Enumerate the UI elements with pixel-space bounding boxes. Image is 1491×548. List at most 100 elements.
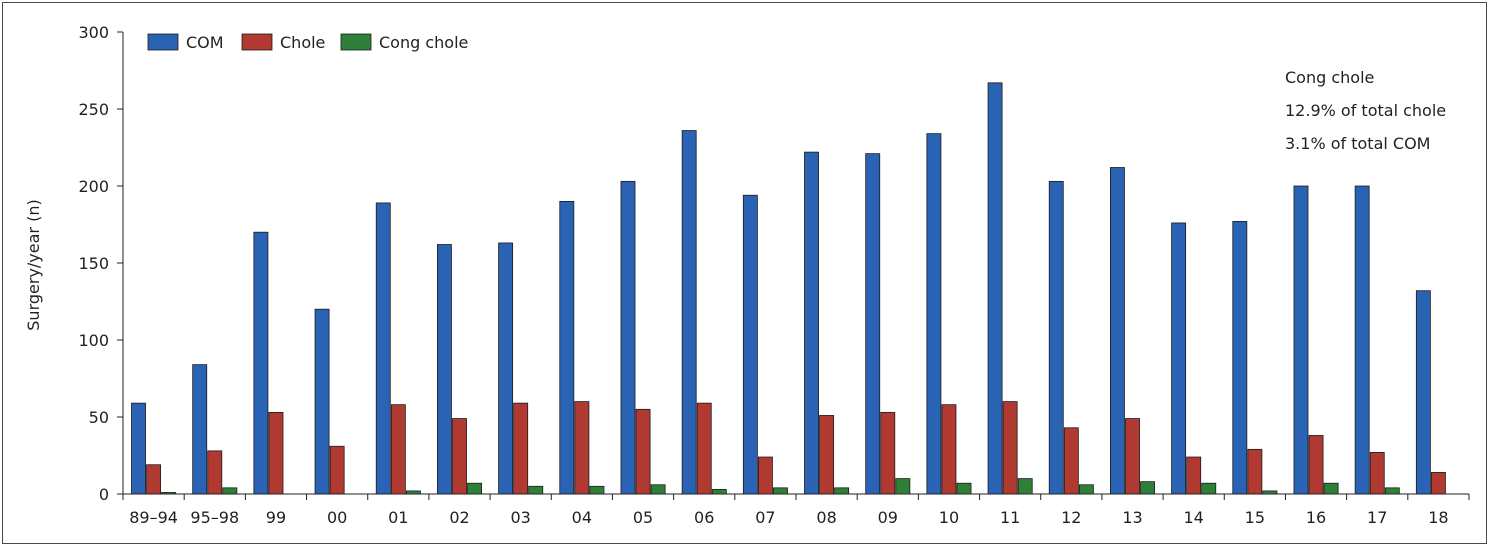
- bar-chole: [390, 404, 406, 495]
- bar-chart: 0 50 100 150 200 250 300 89–94 95–98 99 00 01 02 0 3 0…: [24, 23, 1470, 527]
- x-axis: 89–94 95–98 99 00 01 02 03 04 05 06 07 08 09 10 11 12 13…: [122, 493, 1470, 527]
- x-tick-label: 12: [1061, 508, 1081, 527]
- y-axis-label: Surgery/year (n): [24, 199, 43, 330]
- bar-chole: [146, 464, 162, 495]
- bar-com: [742, 194, 758, 495]
- annotation: Cong chole 12.9% of total chole 3.1% of to…: [1285, 68, 1446, 153]
- legend-swatch: [241, 33, 273, 51]
- bar-com: [926, 133, 942, 495]
- bar-cong-chole: [1262, 490, 1278, 495]
- y-tick-label: 250: [78, 100, 109, 119]
- legend-swatch: [147, 33, 179, 51]
- bar-cong-chole: [1078, 484, 1094, 495]
- bar-chole: [1063, 427, 1079, 495]
- x-tick-label: 04: [572, 508, 592, 527]
- bar-com: [1110, 167, 1125, 495]
- bar-chole: [1002, 401, 1018, 495]
- y-tick-label: 200: [78, 177, 109, 196]
- bar-cong-chole: [895, 478, 911, 495]
- x-tick-label: 99: [266, 508, 286, 527]
- bar-chole: [880, 411, 896, 495]
- bar-chole: [329, 445, 345, 495]
- y-tick-label: 0: [99, 485, 109, 504]
- bar-chole: [1369, 452, 1385, 495]
- bar-chole: [757, 456, 773, 495]
- bar-cong-chole: [405, 490, 421, 495]
- x-tick-label: 06: [694, 508, 714, 527]
- y-tick-label: 100: [78, 331, 109, 350]
- x-tick-label: 15: [1245, 508, 1265, 527]
- bar-chole: [452, 418, 467, 495]
- bar-cong-chole: [161, 492, 177, 495]
- bar-chole: [941, 404, 957, 495]
- bar-com: [681, 130, 697, 495]
- bar-com: [437, 244, 452, 495]
- x-tick-label: 00: [327, 508, 347, 527]
- bar-com: [375, 202, 391, 495]
- x-tick-label: 02: [449, 508, 469, 527]
- bar-chole: [268, 411, 284, 495]
- bar-com: [987, 82, 1003, 495]
- annotation-line: 3.1% of total COM: [1285, 134, 1430, 153]
- bar-chole: [1247, 448, 1263, 495]
- legend: COM Chole Cong chole: [147, 33, 468, 52]
- bar-chole: [513, 402, 529, 495]
- bar-cong-chole: [1201, 482, 1217, 495]
- bar-chole: [574, 401, 590, 495]
- bar-com: [1293, 185, 1309, 495]
- bar-chole: [207, 450, 223, 495]
- bar-com: [620, 180, 636, 495]
- bar-cong-chole: [528, 485, 544, 495]
- x-tick-label: 01: [388, 508, 408, 527]
- x-tick-label: 18: [1428, 508, 1448, 527]
- bar-com: [1354, 185, 1370, 495]
- bar-cong-chole: [1323, 482, 1339, 495]
- bar-cong-chole: [711, 488, 727, 495]
- bar-chole: [1430, 472, 1446, 495]
- bar-chole: [1186, 456, 1202, 495]
- bar-com: [559, 200, 575, 495]
- x-tick-label: 13: [1122, 508, 1142, 527]
- legend-label: COM: [186, 33, 224, 52]
- x-tick-label: 89–94: [129, 508, 178, 527]
- bar-com: [1171, 222, 1187, 495]
- y-tick-label: 150: [78, 254, 109, 273]
- bar-chole: [696, 402, 712, 495]
- bar-com: [804, 151, 819, 495]
- annotation-line: 12.9% of total chole: [1285, 101, 1446, 120]
- x-tick-label: 17: [1367, 508, 1387, 527]
- bar-chole: [1308, 435, 1324, 495]
- legend-label: Chole: [280, 33, 325, 52]
- x-tick-label: 05: [633, 508, 653, 527]
- bar-com: [1415, 290, 1431, 495]
- x-tick-label: 14: [1184, 508, 1204, 527]
- bar-cong-chole: [222, 487, 238, 495]
- bar-cong-chole: [1017, 478, 1033, 495]
- bar-chole: [1125, 418, 1140, 495]
- legend-label: Cong chole: [379, 33, 468, 52]
- x-tick-label: 16: [1306, 508, 1326, 527]
- bar-cong-chole: [589, 485, 605, 495]
- bar-cong-chole: [834, 487, 850, 495]
- bar-cong-chole: [1384, 487, 1400, 495]
- x-tick-label: 95–98: [190, 508, 239, 527]
- y-tick-label: 50: [89, 408, 109, 427]
- bar-com: [865, 153, 881, 495]
- x-tick-label: 07: [755, 508, 775, 527]
- y-tick-label: 300: [78, 23, 109, 42]
- bar-com: [1232, 221, 1248, 495]
- bar-cong-chole: [773, 487, 788, 495]
- bar-cong-chole: [467, 482, 482, 495]
- bar-com: [498, 242, 514, 495]
- bar-com: [1048, 180, 1064, 495]
- bar-chole: [635, 408, 651, 495]
- bar-cong-chole: [956, 482, 972, 495]
- bars: [131, 82, 1446, 495]
- bar-cong-chole: [650, 484, 666, 495]
- y-axis: 0 50 100 150 200 250 300: [78, 23, 124, 504]
- x-tick-label: 09: [878, 508, 898, 527]
- x-tick-label: 08: [816, 508, 836, 527]
- bar-chole: [819, 415, 835, 495]
- legend-swatch: [340, 33, 372, 51]
